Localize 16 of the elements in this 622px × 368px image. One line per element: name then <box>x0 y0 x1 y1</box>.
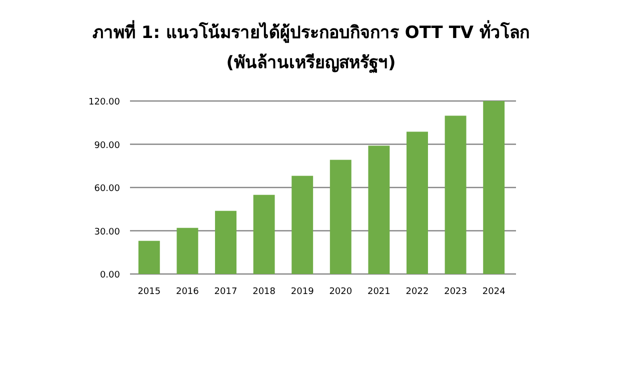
xtick: 2016 <box>176 287 199 297</box>
subtitle: (พันล้านเหรียญสหรัฐฯ) <box>226 53 396 73</box>
xtick: 2015 <box>138 287 161 297</box>
ytick: 60.00 <box>94 184 120 194</box>
xtick: 2024 <box>482 287 506 297</box>
xtick: 2017 <box>214 287 238 297</box>
xtick: 2018 <box>252 287 276 297</box>
xtick: 2023 <box>444 287 467 297</box>
xtick: 2022 <box>406 287 429 297</box>
ytick: 120.00 <box>88 98 120 108</box>
ytick: 90.00 <box>94 140 120 151</box>
ytick: 0.00 <box>100 270 120 280</box>
ytick: 30.00 <box>94 227 120 238</box>
xtick: 2021 <box>368 287 390 297</box>
xtick: 2019 <box>290 287 314 297</box>
xtick: 2020 <box>329 287 352 297</box>
